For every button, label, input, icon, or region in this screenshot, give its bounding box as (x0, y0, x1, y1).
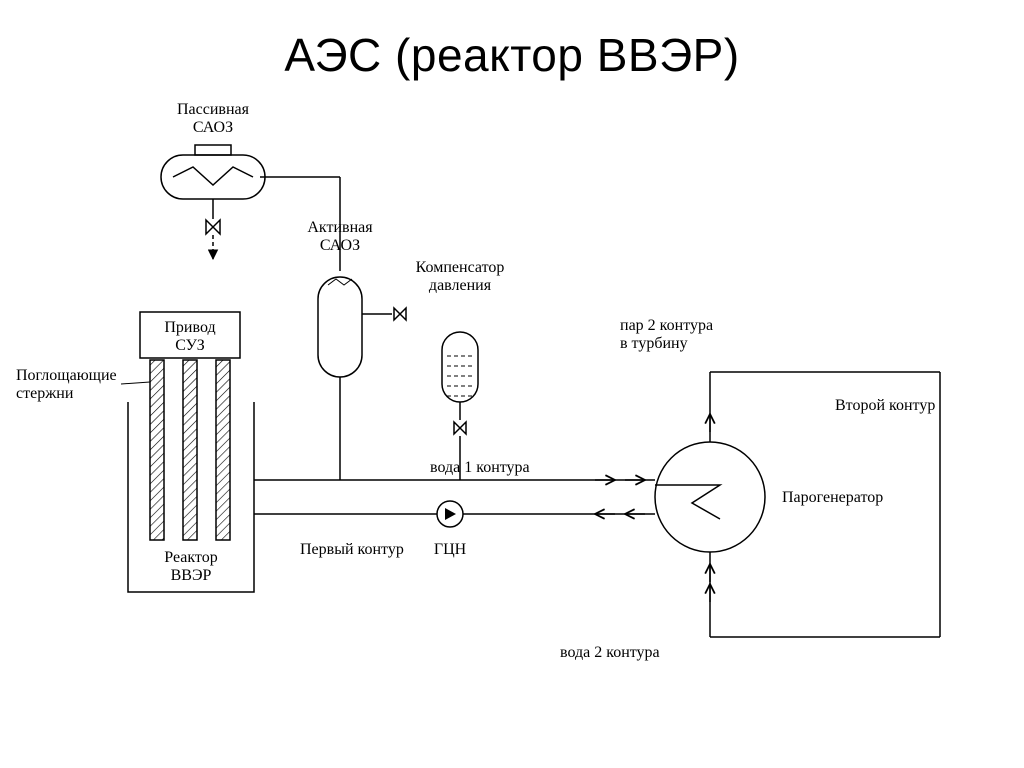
page-title: АЭС (реактор ВВЭР) (0, 0, 1024, 82)
reactor-diagram: ПассивнаяСАОЗПриводСУЗРеакторВВЭРПоглоща… (0, 82, 1024, 702)
label-absorbing-1: Поглощающие (16, 367, 117, 384)
label-active-saoz-1: Активная (307, 219, 373, 236)
label-compensator-1: Компенсатор (416, 259, 505, 276)
label-water2: вода 2 контура (560, 644, 660, 661)
label-absorbing-2: стержни (16, 385, 74, 402)
label-passive-saoz-2: САОЗ (193, 119, 233, 136)
label-suz-2: СУЗ (175, 337, 205, 354)
label-gcn: ГЦН (434, 541, 467, 558)
label-compensator-2: давления (429, 277, 492, 294)
label-steam-1: пар 2 контура (620, 317, 713, 334)
label-reactor-1: Реактор (164, 549, 217, 566)
label-primary-loop: Первый контур (300, 541, 404, 558)
label-passive-saoz-1: Пассивная (177, 101, 250, 118)
label-steamgen: Парогенератор (782, 489, 883, 506)
label-secondary-loop: Второй контур (835, 397, 935, 414)
label-steam-2: в турбину (620, 335, 688, 352)
label-reactor-2: ВВЭР (171, 567, 212, 584)
label-water1: вода 1 контура (430, 459, 530, 476)
label-suz-1: Привод (164, 319, 215, 336)
label-active-saoz-2: САОЗ (320, 237, 360, 254)
